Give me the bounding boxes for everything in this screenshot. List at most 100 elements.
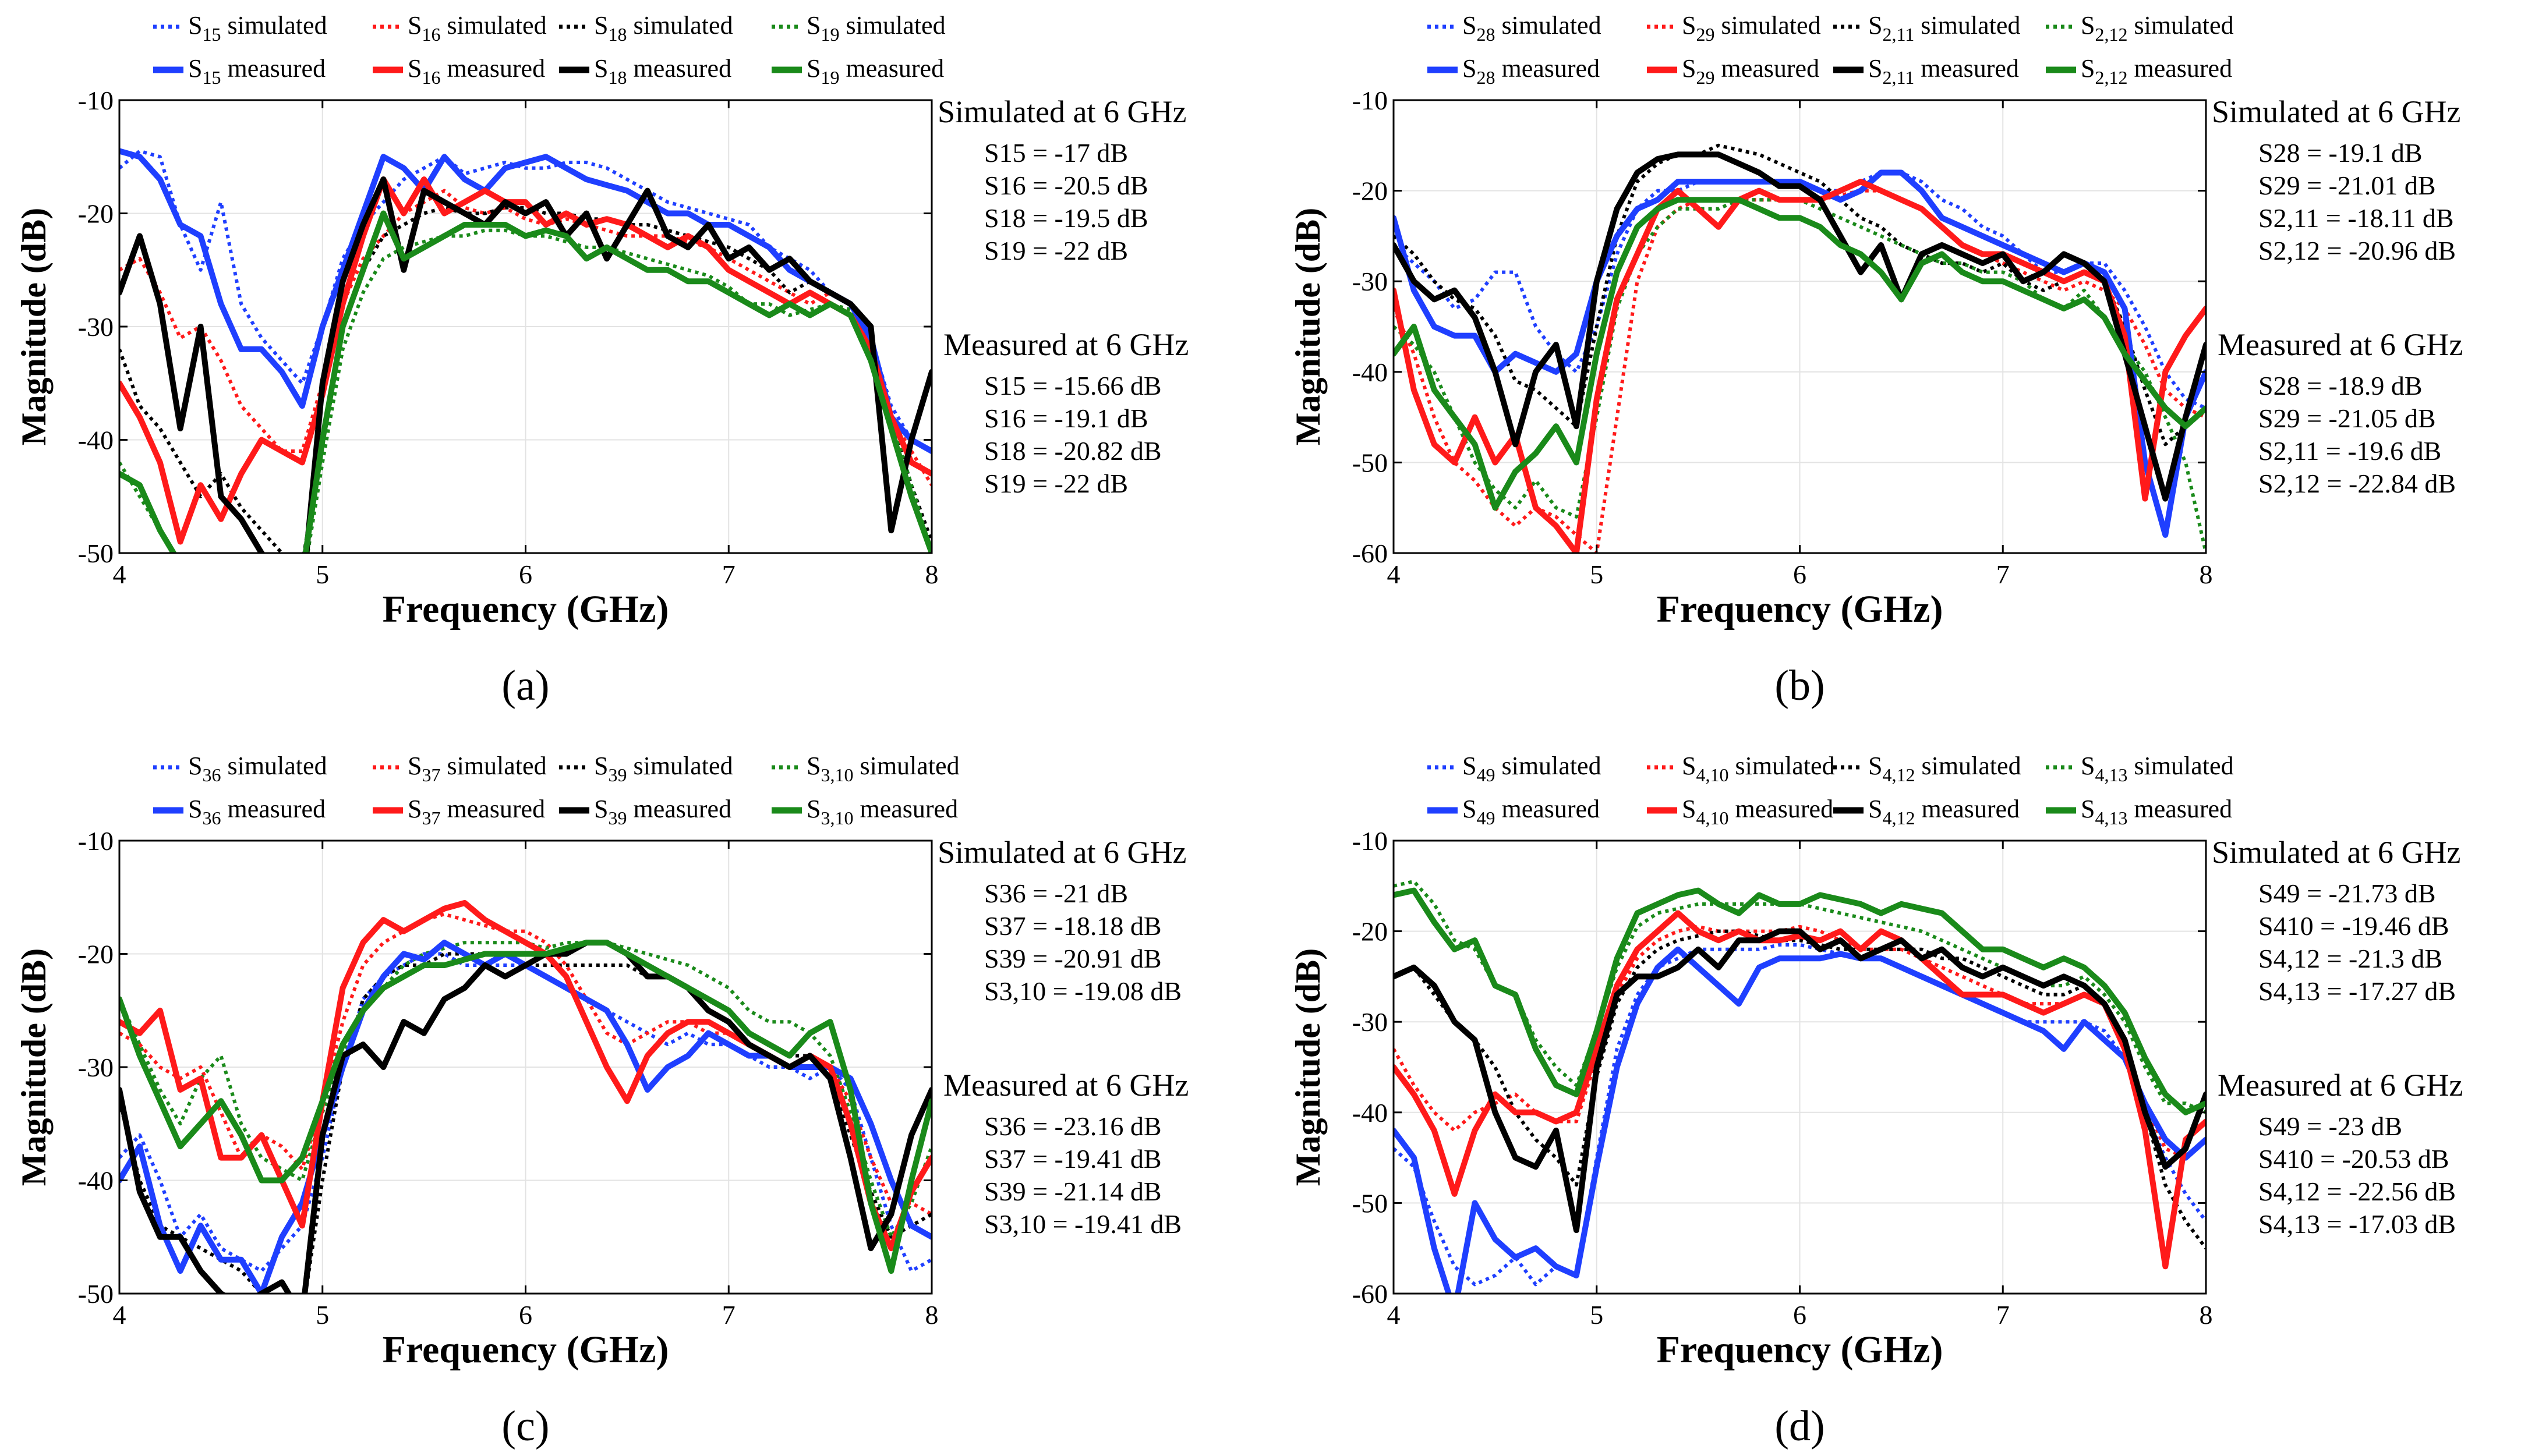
measured-value: S16 = -19.1 dB (984, 403, 1148, 433)
y-tick-label: -10 (1352, 86, 1388, 115)
legend-suffix: simulated (839, 11, 945, 40)
legend-suffix: simulated (221, 752, 327, 780)
legend-suffix: simulated (1714, 11, 1820, 40)
legend-label: S19 measured (807, 54, 944, 88)
legend-base: S (1868, 54, 1882, 83)
chart-panel-d: 4 5 6 7 8 -10 -20 -30 -40 -50 -60 Frequency (GHz) Ma… (1289, 752, 2463, 1450)
x-tick-label: 5 (316, 1300, 329, 1330)
legend-item: S2,12 measured (2046, 54, 2232, 88)
simulated-value: S37 = -18.18 dB (984, 911, 1162, 941)
legend-subscript: 2,11 (1882, 24, 1914, 45)
simulated-title: Simulated at 6 GHz (938, 94, 1186, 129)
simulated-value: S18 = -19.5 dB (984, 203, 1148, 233)
legend-suffix: measured (1714, 54, 1819, 83)
x-tick-label: 7 (1996, 559, 2010, 589)
simulated-value: S3,10 = -19.08 dB (984, 976, 1182, 1006)
series-line-s28-measured (1394, 169, 2206, 538)
x-tick-label: 7 (1996, 1300, 2010, 1330)
legend-suffix: simulated (627, 752, 733, 780)
legend-suffix: measured (2127, 795, 2232, 823)
y-tick-label: -40 (78, 426, 114, 455)
legend-item: S29 measured (1647, 54, 1819, 88)
legend-suffix: measured (1495, 54, 1600, 83)
measured-title: Measured at 6 GHz (2218, 1068, 2463, 1103)
legend-base: S (1682, 795, 1696, 823)
legend-label: S28 simulated (1462, 11, 1601, 45)
legend-suffix: measured (1915, 795, 2020, 823)
legend-base: S (408, 54, 422, 83)
legend-item: S4,13 measured (2046, 795, 2232, 828)
measured-value: S2,12 = -22.84 dB (2258, 469, 2456, 498)
legend-base: S (594, 752, 608, 780)
series-line-s3-10-measured (119, 940, 932, 1274)
x-tick-label: 4 (113, 559, 126, 589)
legend-base: S (807, 54, 821, 83)
series-group (119, 900, 932, 1294)
legend-base: S (1462, 752, 1476, 780)
x-axis-label: Frequency (GHz) (383, 588, 669, 630)
legend-subscript: 19 (821, 67, 839, 88)
simulated-title: Simulated at 6 GHz (938, 835, 1186, 870)
legend-label: S4,12 simulated (1868, 752, 2021, 785)
y-tick-label: -50 (1352, 1188, 1388, 1218)
legend-item: S37 simulated (373, 752, 547, 785)
legend-label: S39 simulated (594, 752, 733, 785)
legend-suffix: simulated (627, 11, 733, 40)
legend-label: S39 measured (594, 795, 731, 828)
x-tick-label: 5 (316, 559, 329, 589)
series-line-s29-measured (1394, 179, 2206, 553)
legend-base: S (1682, 11, 1696, 40)
simulated-title: Simulated at 6 GHz (2212, 835, 2460, 870)
legend-item: S36 simulated (153, 752, 327, 785)
y-axis-label: Magnitude (dB) (15, 208, 53, 445)
measured-value: S4,12 = -22.56 dB (2258, 1177, 2456, 1206)
legend-base: S (188, 795, 202, 823)
legend-suffix: measured (440, 795, 545, 823)
legend-base: S (807, 752, 821, 780)
legend-item: S19 simulated (772, 11, 946, 45)
simulated-value: S19 = -22 dB (984, 236, 1128, 265)
legend-subscript: 15 (202, 24, 221, 45)
legend-base: S (1462, 54, 1476, 83)
legend-subscript: 4,12 (1882, 764, 1915, 785)
chart-panel-c: 4 5 6 7 8 -10 -20 -30 -40 -50 Frequency (GHz) Magni… (15, 752, 1189, 1450)
measured-value: S28 = -18.9 dB (2258, 371, 2423, 401)
legend-base: S (594, 795, 608, 823)
legend-label: S29 measured (1682, 54, 1819, 88)
legend-base: S (188, 752, 202, 780)
legend-label: S19 simulated (807, 11, 946, 45)
measured-value: S19 = -22 dB (984, 469, 1128, 498)
legend-label: S4,10 measured (1682, 795, 1833, 828)
legend-item: S2,12 simulated (2046, 11, 2234, 45)
legend-label: S2,11 measured (1868, 54, 2019, 88)
legend-subscript: 49 (1476, 807, 1495, 828)
x-axis-label: Frequency (GHz) (383, 1329, 669, 1371)
legend-item: S37 measured (373, 795, 545, 828)
legend-label: S16 measured (408, 54, 545, 88)
legend-suffix: measured (1728, 795, 1833, 823)
legend-label: S3,10 measured (807, 795, 958, 828)
y-tick-label: -60 (1352, 1279, 1388, 1309)
legend-suffix: simulated (1495, 752, 1601, 780)
legend-item: S18 simulated (559, 11, 733, 45)
simulated-value: S15 = -17 dB (984, 138, 1128, 168)
legend-label: S4,10 simulated (1682, 752, 1835, 785)
simulated-value: S36 = -21 dB (984, 878, 1128, 908)
legend-base: S (188, 11, 202, 40)
y-tick-label: -20 (78, 199, 114, 229)
legend-suffix: measured (627, 54, 731, 83)
series-line-s49-measured (1394, 946, 2206, 1294)
legend-label: S28 measured (1462, 54, 1600, 88)
legend-label: S36 simulated (188, 752, 327, 785)
y-tick-label: -20 (78, 940, 114, 969)
legend-base: S (2081, 752, 2095, 780)
legend-label: S37 measured (408, 795, 545, 828)
measured-value: S2,11 = -19.6 dB (2258, 436, 2441, 466)
measured-value: S18 = -20.82 dB (984, 436, 1162, 466)
x-tick-label: 8 (925, 559, 939, 589)
legend-suffix: simulated (440, 752, 546, 780)
legend-base: S (2081, 11, 2095, 40)
y-axis-label: Magnitude (dB) (1289, 948, 1327, 1186)
measured-title: Measured at 6 GHz (943, 1068, 1189, 1103)
legend-subscript: 3,10 (821, 807, 853, 828)
